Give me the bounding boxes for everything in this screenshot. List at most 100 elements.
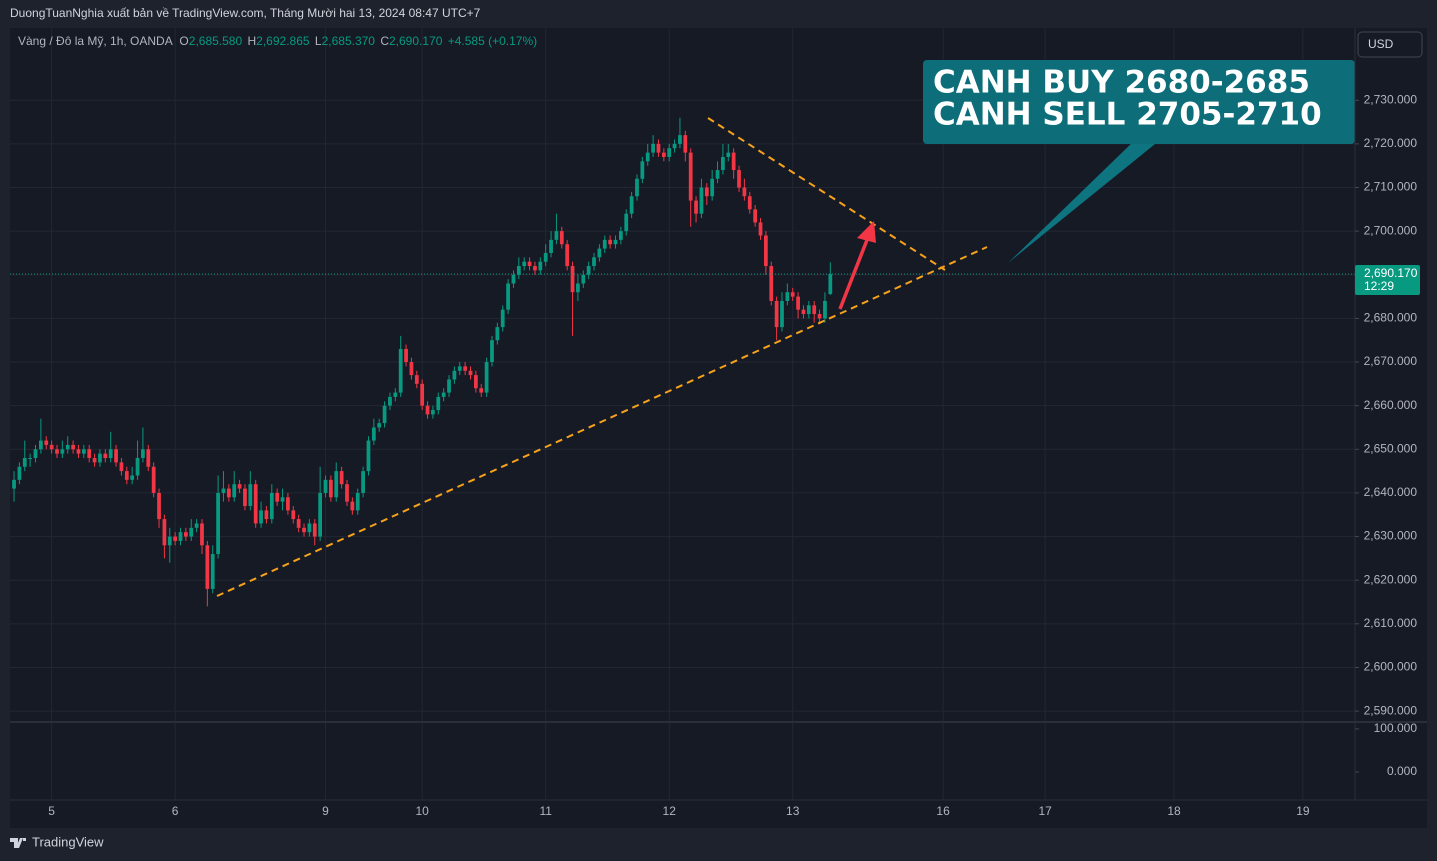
candle-body [388,396,392,406]
candle-body [302,527,306,533]
candle-body [425,405,430,415]
red-arrow-shaft [838,239,869,310]
countdown-label: 12:29 [1364,279,1394,293]
candle-body [694,200,698,214]
candle-body [286,497,290,511]
candle-body [565,244,570,267]
callout-box [923,60,1355,144]
candle-body [135,458,140,476]
candle-body [173,536,178,541]
x-tick-label: 11 [539,804,552,818]
candle-body [355,492,360,511]
candle-body [366,440,371,472]
candle-body [554,231,559,240]
candle-body [463,366,468,371]
y-tick-label: 2,630.000 [1364,529,1418,543]
currency-label[interactable]: USD [1368,37,1394,51]
candle-body [785,292,790,301]
candle-body [151,466,156,493]
candle-body [280,497,285,502]
candle-body [817,314,822,319]
candle-body [409,362,414,376]
candle-body [651,143,655,153]
candle-body [130,475,135,480]
candle-body [414,375,419,384]
candle-body [710,178,715,197]
candle-body [441,392,446,397]
candle-body [76,449,81,454]
candle-body [495,327,500,341]
candle-body [570,266,575,293]
candle-body [65,444,70,450]
callout-pointer [1008,140,1160,263]
candle-body [339,471,344,485]
axis-layer: 2,590.000 2,600.000 2,610.000 2,620.000 2,63… [48,92,1420,818]
x-tick-label: 17 [1038,804,1052,818]
candle-body [721,156,725,171]
candle-body [447,379,451,393]
candle-body [457,366,462,371]
candle-body [398,348,403,393]
candle-body [618,231,623,240]
candle-body [216,492,220,555]
candle-body [823,300,827,319]
x-tick-label: 6 [172,804,179,818]
y-tick-label: 2,720.000 [1364,136,1418,150]
volume-tick-label: 100.000 [1374,721,1418,735]
candle-body [264,510,269,520]
currency-button[interactable] [1357,31,1423,58]
candle-body [200,523,204,546]
candle-body [506,283,510,310]
candle-body [581,274,586,284]
candle-body [71,444,75,450]
callout-line-2: CANH SELL 2705-2710 [933,97,1322,133]
candle-body [602,239,607,249]
symbol-name: Vàng / Đô la Mỹ, 1h, OANDA [18,34,173,48]
candle-body [205,545,210,589]
candle-body [404,348,408,363]
last-price-badge [1355,265,1420,296]
candle-body [436,396,441,411]
candle-body [484,362,489,393]
candle-body [431,410,435,415]
candle-body [17,466,22,480]
candle-body [28,458,33,460]
candle-body [141,449,145,459]
high-label: H [248,34,257,48]
x-tick-label: 18 [1167,804,1181,818]
candle-body [747,196,752,210]
candle-body [796,296,800,310]
chart-panel [10,28,1427,828]
x-tick-label: 16 [936,804,950,818]
candle-body [688,152,693,201]
candle-body [38,440,43,450]
footer-brand: TradingView [32,834,104,849]
candle-body [420,383,425,406]
candle-body [742,187,747,197]
resistance-trendline [707,117,946,271]
candle-body [232,484,237,498]
candle-body [162,519,167,546]
candle-body [55,449,59,454]
candle-body [635,178,639,197]
candle-body [393,392,398,397]
candle-body [516,266,521,275]
red-arrow-head [857,221,876,243]
candle-body [382,405,387,424]
candle-body [323,479,328,493]
candle-body [167,536,172,546]
candle-body [672,143,677,149]
candle-body [22,458,27,467]
candle-body [715,170,720,179]
x-tick-label: 10 [415,804,429,818]
volume-tick-label: 0.000 [1387,764,1417,778]
candle-body [522,261,527,267]
candle-body [586,266,591,275]
candle-body [334,471,339,498]
y-tick-label: 2,650.000 [1364,441,1418,455]
candle-body [533,266,537,271]
candle-body [801,309,806,315]
x-tick-label: 13 [786,804,800,818]
candle-body [661,152,666,157]
